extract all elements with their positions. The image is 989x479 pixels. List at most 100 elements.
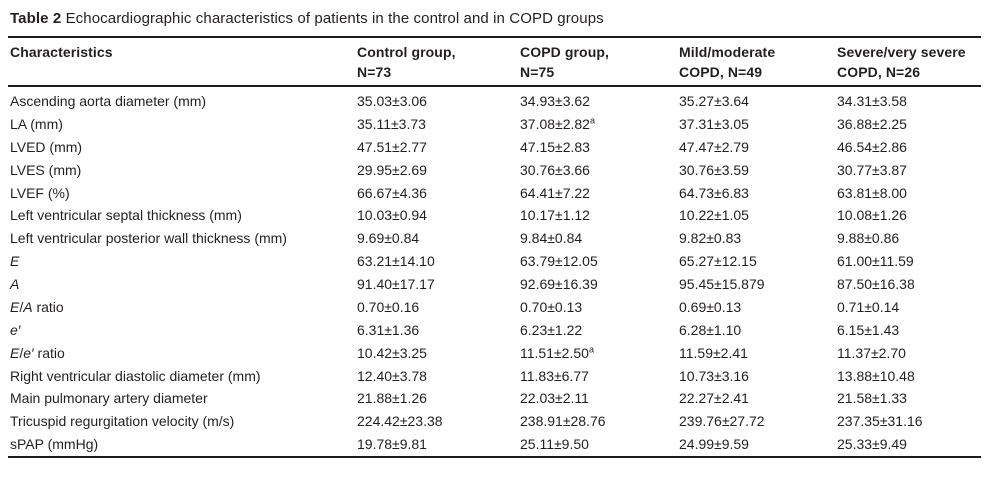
row-label: Main pulmonary artery diameter xyxy=(10,390,208,407)
cell-value: 25.33±9.49 xyxy=(837,436,907,453)
table-row: LVEF (%) 66.67±4.36 64.41±7.22 64.73±6.83 63… xyxy=(8,182,981,205)
table-row: E/A ratio 0.70±0.16 0.70±0.13 0.69±0.13 0.71… xyxy=(8,296,981,319)
cell-value: 0.70±0.13 xyxy=(520,298,583,315)
cell-value: 29.95±2.69 xyxy=(357,161,427,178)
cell-value: 6.28±1.10 xyxy=(679,321,742,338)
cell-value: 21.88±1.26 xyxy=(357,390,427,407)
row-label: Left ventricular posterior wall thicknes… xyxy=(10,230,287,247)
cell-value: 95.45±15.879 xyxy=(679,276,765,292)
cell-value: 11.59±2.41 xyxy=(679,344,748,361)
cell-value: 10.73±3.16 xyxy=(679,367,749,384)
echocardiographic-table: Characteristics Control group, N=73 COPD… xyxy=(8,36,981,458)
table-row: LVES (mm) 29.95±2.69 30.76±3.66 30.76±3.59 3… xyxy=(8,159,981,182)
cell-value: 237.35±31.16 xyxy=(837,413,923,430)
cell-value: 0.71±0.14 xyxy=(837,298,900,315)
column-header-control-group: Control group, N=73 xyxy=(357,37,520,87)
cell-value: 35.11±3.73 xyxy=(357,115,426,132)
cell-value: 37.31±3.05 xyxy=(679,115,749,132)
table-header: Characteristics Control group, N=73 COPD… xyxy=(8,37,981,87)
cell-value: 9.82±0.83 xyxy=(679,230,742,247)
table-caption: Table 2 Echocardiographic characteristic… xyxy=(10,9,981,29)
cell-value: 238.91±28.76 xyxy=(520,413,606,430)
cell-value: 87.50±16.38 xyxy=(837,276,915,292)
cell-value: 9.69±0.84 xyxy=(357,230,420,247)
row-label: LA (mm) xyxy=(10,115,63,132)
cell-value: 35.03±3.06 xyxy=(357,93,427,109)
column-header-severe-copd: Severe/very severe COPD, N=26 xyxy=(837,37,981,87)
row-label: LVED (mm) xyxy=(10,138,83,155)
cell-value: 22.03±2.11 xyxy=(520,390,589,407)
cell-value: 239.76±27.72 xyxy=(679,413,765,430)
cell-value: 10.42±3.25 xyxy=(357,344,427,361)
cell-value: 13.88±10.48 xyxy=(837,367,915,384)
cell-value: 91.40±17.17 xyxy=(357,276,435,292)
cell-value: 11.37±2.70 xyxy=(837,344,906,361)
table-row: LVED (mm) 47.51±2.77 47.15±2.83 47.47±2.79 4… xyxy=(8,136,981,159)
table-row: Left ventricular posterior wall thicknes… xyxy=(8,227,981,250)
cell-value: 63.81±8.00 xyxy=(837,184,907,201)
row-label: Right ventricular diastolic diameter (mm… xyxy=(10,367,261,384)
row-label: LVES (mm) xyxy=(10,161,82,178)
row-label: E/A ratio xyxy=(10,298,64,315)
cell-value: 63.21±14.10 xyxy=(357,253,435,270)
cell-value: 47.51±2.77 xyxy=(357,138,427,155)
cell-value: 10.03±0.94 xyxy=(357,207,427,224)
table-row: E/e′ ratio 10.42±3.25 11.51±2.50a 11.59±2.4… xyxy=(8,342,981,365)
cell-value: 0.70±0.16 xyxy=(357,298,420,315)
cell-value: 24.99±9.59 xyxy=(679,436,749,453)
table-caption-text: Echocardiographic characteristics of pat… xyxy=(65,10,604,27)
table-row: Main pulmonary artery diameter 21.88±1.26… xyxy=(8,387,981,410)
cell-value: 11.51±2.50a xyxy=(520,343,594,361)
cell-value: 37.08±2.82a xyxy=(520,115,595,132)
cell-value: 10.17±1.12 xyxy=(520,207,590,224)
table-row: LA (mm) 35.11±3.73 37.08±2.82a 37.31±3.05 36… xyxy=(8,113,981,136)
column-header-mild-moderate-copd: Mild/moderate COPD, N=49 xyxy=(679,37,837,87)
cell-value: 34.93±3.62 xyxy=(520,93,590,109)
table-row: Ascending aorta diameter (mm) 35.03±3.06 3… xyxy=(8,86,981,113)
cell-value: 64.41±7.22 xyxy=(520,184,590,201)
cell-value: 36.88±2.25 xyxy=(837,115,907,132)
cell-value: 6.15±1.43 xyxy=(837,321,900,338)
row-label: Left ventricular septal thickness (mm) xyxy=(10,207,242,224)
table-row: Tricuspid regurgitation velocity (m/s) 22… xyxy=(8,410,981,433)
row-label: e′ xyxy=(10,321,21,338)
cell-value: 30.76±3.66 xyxy=(520,161,590,178)
cell-value: 12.40±3.78 xyxy=(357,367,427,384)
cell-value: 64.73±6.83 xyxy=(679,184,749,201)
footnote-marker: a xyxy=(588,343,594,354)
cell-value: 30.76±3.59 xyxy=(679,161,749,178)
table-row: e′ 6.31±1.36 6.23±1.22 6.28±1.10 6.15±1.43 xyxy=(8,319,981,342)
header-row: Characteristics Control group, N=73 COPD… xyxy=(8,37,981,87)
cell-value: 66.67±4.36 xyxy=(357,184,427,201)
table-row: sPAP (mmHg) 19.78±9.81 25.11±9.50 24.99±9.5… xyxy=(8,433,981,457)
cell-value: 9.84±0.84 xyxy=(520,230,583,247)
table-row: E 63.21±14.10 63.79±12.05 65.27±12.15 61.00±… xyxy=(8,250,981,273)
row-label: LVEF (%) xyxy=(10,184,70,201)
cell-value: 65.27±12.15 xyxy=(679,253,757,270)
table-body: Ascending aorta diameter (mm) 35.03±3.06 3… xyxy=(8,86,981,457)
footnote-marker: a xyxy=(589,115,595,126)
cell-value: 19.78±9.81 xyxy=(357,436,427,453)
cell-value: 9.88±0.86 xyxy=(837,230,900,247)
row-label: Tricuspid regurgitation velocity (m/s) xyxy=(10,413,235,430)
table-row: Right ventricular diastolic diameter (mm… xyxy=(8,365,981,388)
cell-value: 6.23±1.22 xyxy=(520,321,583,338)
cell-value: 46.54±2.86 xyxy=(837,138,907,155)
cell-value: 35.27±3.64 xyxy=(679,93,749,109)
cell-value: 22.27±2.41 xyxy=(679,390,749,407)
cell-value: 47.47±2.79 xyxy=(679,138,749,155)
cell-value: 25.11±9.50 xyxy=(520,436,589,453)
column-header-copd-group: COPD group, N=75 xyxy=(520,37,679,87)
cell-value: 92.69±16.39 xyxy=(520,276,598,292)
cell-value: 6.31±1.36 xyxy=(357,321,420,338)
row-label: A xyxy=(10,276,20,292)
cell-value: 61.00±11.59 xyxy=(837,253,914,270)
table-row: A 91.40±17.17 92.69±16.39 95.45±15.879 87.50… xyxy=(8,273,981,296)
cell-value: 10.08±1.26 xyxy=(837,207,907,224)
table-row: Left ventricular septal thickness (mm) 10… xyxy=(8,204,981,227)
table-number: Table 2 xyxy=(10,10,62,27)
row-label: Ascending aorta diameter (mm) xyxy=(10,93,207,109)
row-label: E xyxy=(10,253,20,270)
cell-value: 30.77±3.87 xyxy=(837,161,907,178)
cell-value: 0.69±0.13 xyxy=(679,298,742,315)
